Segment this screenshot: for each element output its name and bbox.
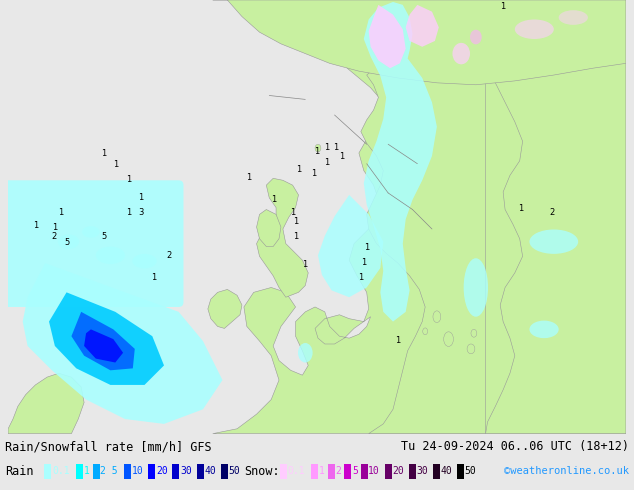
Ellipse shape: [444, 332, 453, 346]
Text: 40: 40: [441, 466, 453, 476]
Polygon shape: [8, 373, 84, 434]
Text: 1: 1: [364, 243, 369, 252]
Text: 20: 20: [156, 466, 168, 476]
Text: 1: 1: [333, 143, 338, 152]
Text: 1: 1: [339, 151, 344, 161]
Ellipse shape: [96, 246, 125, 264]
Text: 5: 5: [352, 466, 358, 476]
Ellipse shape: [133, 254, 157, 269]
Polygon shape: [23, 263, 223, 424]
Ellipse shape: [470, 30, 482, 44]
Text: 1: 1: [101, 149, 107, 158]
Polygon shape: [318, 195, 384, 297]
Text: 20: 20: [392, 466, 404, 476]
Text: 1: 1: [296, 165, 301, 173]
Ellipse shape: [298, 343, 313, 363]
Ellipse shape: [515, 20, 554, 39]
Ellipse shape: [423, 328, 427, 335]
Text: 10: 10: [132, 466, 144, 476]
Text: 0.1: 0.1: [52, 466, 70, 476]
Ellipse shape: [82, 226, 100, 238]
Text: Snow:: Snow:: [245, 465, 280, 478]
Polygon shape: [257, 178, 308, 297]
Text: 1: 1: [126, 175, 131, 184]
Text: 30: 30: [417, 466, 429, 476]
Text: 2: 2: [335, 466, 341, 476]
Ellipse shape: [467, 344, 475, 354]
Ellipse shape: [58, 234, 79, 249]
Text: 1: 1: [314, 147, 320, 156]
Text: 1: 1: [126, 208, 131, 217]
Ellipse shape: [463, 258, 488, 317]
Text: 1: 1: [323, 158, 329, 167]
Text: 1: 1: [293, 232, 298, 241]
Text: 1: 1: [113, 160, 119, 169]
Polygon shape: [361, 0, 486, 434]
Text: 1: 1: [361, 258, 366, 267]
Text: 40: 40: [204, 466, 216, 476]
Ellipse shape: [559, 10, 588, 25]
Text: 1: 1: [302, 260, 307, 269]
Text: 1: 1: [138, 193, 143, 202]
Ellipse shape: [471, 329, 477, 337]
Text: ©weatheronline.co.uk: ©weatheronline.co.uk: [504, 466, 629, 476]
Text: 1: 1: [500, 2, 505, 11]
Polygon shape: [84, 329, 123, 363]
FancyBboxPatch shape: [3, 180, 183, 307]
Text: 1: 1: [271, 195, 276, 204]
Text: 1: 1: [323, 143, 329, 152]
Text: 1: 1: [311, 169, 316, 178]
Text: 1: 1: [84, 466, 89, 476]
Polygon shape: [72, 312, 135, 370]
Polygon shape: [49, 293, 164, 385]
Polygon shape: [213, 0, 626, 85]
Ellipse shape: [453, 43, 470, 64]
Text: Rain: Rain: [5, 465, 34, 478]
Text: 2: 2: [166, 251, 171, 260]
Text: 50: 50: [465, 466, 477, 476]
Text: 50: 50: [228, 466, 240, 476]
Text: 5: 5: [101, 232, 107, 241]
Text: 2 5: 2 5: [100, 466, 118, 476]
Polygon shape: [257, 210, 281, 246]
Text: 1: 1: [58, 208, 63, 217]
Text: 1: 1: [395, 336, 400, 345]
Text: 2: 2: [52, 232, 57, 241]
Polygon shape: [486, 0, 626, 434]
Text: 5: 5: [64, 238, 69, 247]
Text: 1: 1: [247, 173, 252, 182]
Text: 1: 1: [290, 208, 295, 217]
Text: 1: 1: [151, 273, 156, 282]
Ellipse shape: [433, 311, 441, 322]
Text: 30: 30: [180, 466, 192, 476]
Polygon shape: [406, 5, 439, 47]
Text: 0.1: 0.1: [287, 466, 305, 476]
Text: 1: 1: [52, 223, 57, 232]
Polygon shape: [213, 0, 626, 434]
Text: 2: 2: [549, 208, 554, 217]
Polygon shape: [208, 290, 242, 328]
Ellipse shape: [529, 320, 559, 338]
Text: 3: 3: [138, 208, 144, 217]
Polygon shape: [364, 2, 437, 321]
Text: Tu 24-09-2024 06..06 UTC (18+12): Tu 24-09-2024 06..06 UTC (18+12): [401, 441, 629, 453]
Text: 1: 1: [319, 466, 325, 476]
Text: 1: 1: [293, 217, 298, 226]
Ellipse shape: [529, 229, 578, 254]
Ellipse shape: [315, 144, 321, 152]
Text: 1: 1: [33, 221, 39, 230]
Text: 1: 1: [358, 273, 363, 282]
Text: Rain/Snowfall rate [mm/h] GFS: Rain/Snowfall rate [mm/h] GFS: [5, 441, 212, 453]
Text: 1: 1: [518, 204, 524, 213]
Polygon shape: [368, 5, 406, 68]
Text: 10: 10: [368, 466, 380, 476]
